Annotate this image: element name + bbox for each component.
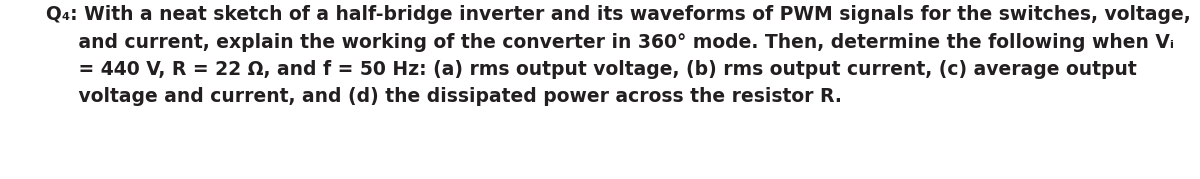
Text: Q₄: With a neat sketch of a half-bridge inverter and its waveforms of PWM signal: Q₄: With a neat sketch of a half-bridge …	[46, 5, 1190, 106]
